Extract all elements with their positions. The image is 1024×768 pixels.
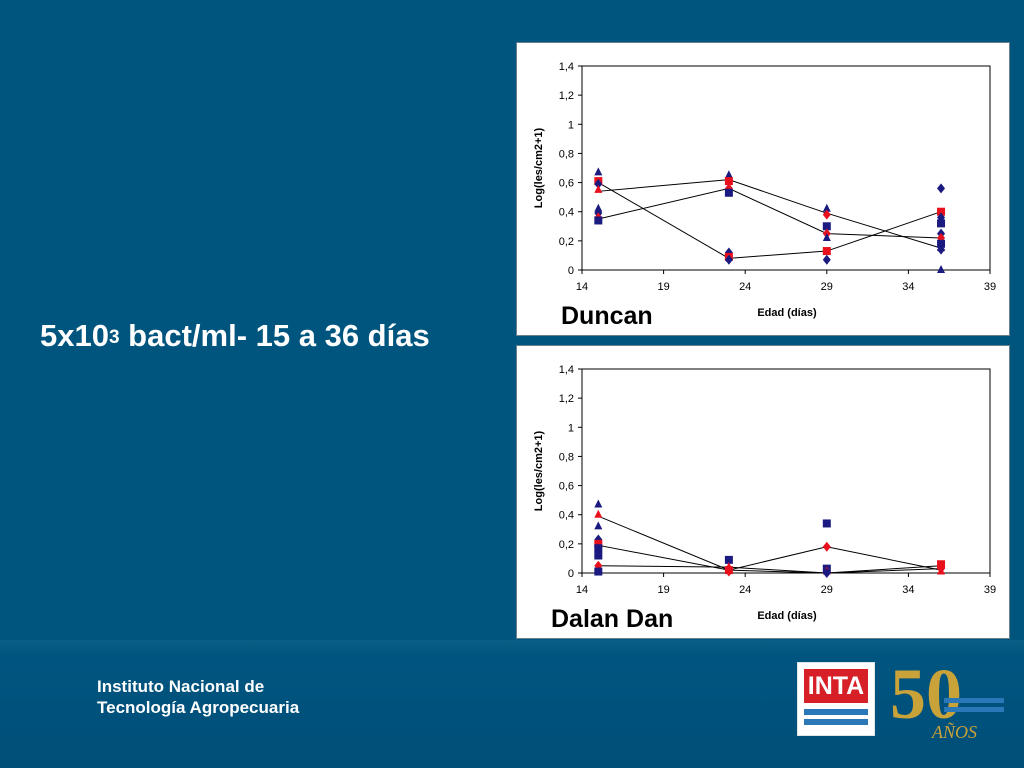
x-tick-label: 39 <box>984 584 996 596</box>
y-tick-label: 1 <box>568 422 574 434</box>
y-tick-label: 0,6 <box>559 178 574 190</box>
data-point-square <box>594 544 603 553</box>
series-line <box>598 187 942 239</box>
data-point-square <box>724 555 733 564</box>
anniversary-stripe <box>944 707 1004 712</box>
anniversary-word: AÑOS <box>931 722 977 742</box>
dalan-dan-chart-panel: 0 0,2 0,4 0,6 0,8 1 1,2 1,4 14 19 24 29 34 39 Edad (dí… <box>516 345 1010 639</box>
inta-logo-stripe <box>804 719 868 725</box>
anniversary-50-logo: 50 AÑOS <box>890 654 1004 742</box>
slide-title-exponent: 3 <box>108 327 120 348</box>
slide-title: 5x103 bact/ml- 15 a 36 días <box>40 318 430 354</box>
data-point-square <box>594 551 603 560</box>
y-tick-label: 0,4 <box>559 207 574 219</box>
data-point-square <box>594 216 603 225</box>
x-axis-title: Edad (días) <box>757 307 817 319</box>
chart-name-label: Duncan <box>561 302 653 330</box>
data-point-triangle <box>937 566 946 575</box>
dalan-dan-chart: 0 0,2 0,4 0,6 0,8 1 1,2 1,4 14 19 24 29 34 39 Edad (dí… <box>533 364 996 633</box>
y-tick-label: 1,2 <box>559 90 574 102</box>
data-point-square <box>822 247 831 256</box>
y-tick-label: 1 <box>568 119 574 131</box>
data-point-triangle <box>822 203 831 212</box>
y-tick-label: 0,2 <box>559 236 574 248</box>
anniversary-number: 50 <box>890 654 962 734</box>
x-tick-label: 24 <box>739 584 751 596</box>
series-line <box>598 515 942 574</box>
data-point-diamond <box>594 179 603 190</box>
data-point-triangle <box>594 203 603 212</box>
data-point-square <box>937 219 946 228</box>
data-point-triangle <box>594 521 603 530</box>
data-point-diamond <box>822 541 831 552</box>
x-tick-label: 34 <box>902 584 914 596</box>
data-point-square <box>594 567 603 576</box>
data-point-diamond <box>822 209 831 220</box>
institute-name: Instituto Nacional de Tecnología Agropec… <box>97 676 299 718</box>
data-point-triangle <box>594 167 603 176</box>
data-point-square <box>937 207 946 216</box>
data-point-square <box>822 222 831 231</box>
y-tick-label: 0 <box>568 568 574 580</box>
anniversary-stripe <box>944 698 1004 703</box>
x-tick-label: 29 <box>821 584 833 596</box>
x-tick-label: 19 <box>657 281 669 293</box>
plot-area <box>581 368 991 574</box>
inta-logo-text: INTA <box>804 669 868 703</box>
x-axis-title: Edad (días) <box>757 610 817 622</box>
x-tick-label: 39 <box>984 281 996 293</box>
duncan-chart-panel: 0 0,2 0,4 0,6 0,8 1 1,2 1,4 14 19 24 29 34 39 Edad (dí… <box>516 42 1010 336</box>
data-point-triangle <box>594 499 603 508</box>
y-axis-title: Log(les/cm2+1) <box>533 127 545 208</box>
slide-title-base: 5x10 <box>40 318 109 353</box>
x-tick-label: 34 <box>902 281 914 293</box>
x-tick-label: 19 <box>657 584 669 596</box>
data-point-triangle <box>822 232 831 241</box>
data-point-square <box>724 188 733 197</box>
x-tick-label: 14 <box>576 584 588 596</box>
data-point-square <box>594 539 603 548</box>
data-point-diamond <box>594 560 603 571</box>
data-point-diamond <box>937 183 946 194</box>
y-tick-label: 1,4 <box>559 364 574 376</box>
institute-name-line2: Tecnología Agropecuaria <box>97 698 300 717</box>
slide-title-rest: bact/ml- 15 a 36 días <box>119 318 430 353</box>
series-line <box>598 565 942 574</box>
data-point-diamond <box>724 566 733 577</box>
x-tick-label: 24 <box>739 281 751 293</box>
series-line <box>598 179 942 249</box>
x-tick-label: 14 <box>576 281 588 293</box>
data-point-triangle <box>937 265 946 273</box>
inta-logo: INTA <box>797 662 875 736</box>
y-tick-label: 1,4 <box>559 61 574 73</box>
institute-name-line1: Instituto Nacional de <box>97 677 265 696</box>
duncan-chart: 0 0,2 0,4 0,6 0,8 1 1,2 1,4 14 19 24 29 34 39 Edad (dí… <box>533 61 996 330</box>
y-tick-label: 0 <box>568 265 574 277</box>
data-point-square <box>724 177 733 186</box>
y-tick-label: 0,6 <box>559 481 574 493</box>
y-tick-label: 0,8 <box>559 148 574 160</box>
chart-name-label: Dalan Dan <box>551 605 673 633</box>
data-point-triangle <box>594 509 603 518</box>
y-axis-title: Log(les/cm2+1) <box>533 430 545 511</box>
x-tick-label: 29 <box>821 281 833 293</box>
data-point-diamond <box>937 244 946 255</box>
data-point-triangle <box>724 170 733 179</box>
y-tick-label: 0,4 <box>559 510 574 522</box>
inta-logo-stripe <box>804 709 868 715</box>
series-line <box>598 544 942 571</box>
plot-area <box>581 65 991 271</box>
data-point-triangle <box>594 184 603 193</box>
y-tick-label: 0,2 <box>559 539 574 551</box>
y-tick-label: 0,8 <box>559 451 574 463</box>
series-line <box>598 182 942 259</box>
y-tick-label: 1,2 <box>559 393 574 405</box>
data-point-square <box>822 519 831 528</box>
data-point-diamond <box>822 254 831 265</box>
data-point-diamond <box>822 568 831 578</box>
